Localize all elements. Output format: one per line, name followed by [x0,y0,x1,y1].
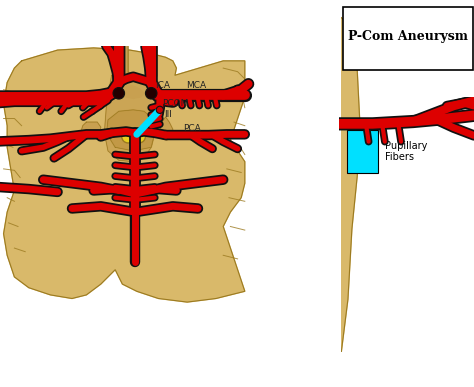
FancyBboxPatch shape [146,45,157,77]
Circle shape [146,87,157,99]
Circle shape [113,87,125,99]
Text: Pupillary
Fibers: Pupillary Fibers [385,140,428,162]
Text: MCA: MCA [186,81,206,90]
Text: III: III [164,110,172,119]
FancyBboxPatch shape [346,130,378,173]
Text: PCA: PCA [183,125,201,134]
Text: ICA: ICA [155,81,170,90]
Polygon shape [81,122,101,139]
Polygon shape [160,117,173,140]
Text: PCOM: PCOM [162,99,188,108]
FancyBboxPatch shape [343,7,473,70]
Text: MedLink Neurology  ◆  www.medlink.com: MedLink Neurology ◆ www.medlink.com [129,366,345,376]
FancyBboxPatch shape [117,45,128,77]
Polygon shape [107,110,155,151]
Text: P-Com Aneurysm: P-Com Aneurysm [347,31,468,43]
Polygon shape [104,72,155,162]
Polygon shape [114,86,144,98]
Polygon shape [4,48,245,302]
Polygon shape [341,17,360,352]
Circle shape [156,106,164,113]
Circle shape [132,130,146,143]
Circle shape [122,130,135,143]
